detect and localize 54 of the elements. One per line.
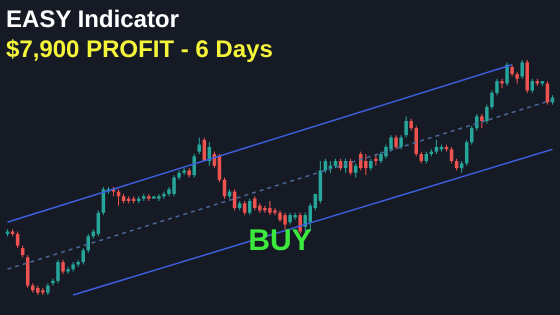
candlestick (530, 78, 534, 94)
candlestick (238, 200, 242, 211)
candlestick (248, 198, 252, 216)
candlestick (338, 158, 342, 171)
candlestick (399, 134, 403, 150)
candlestick (71, 262, 75, 272)
candlestick (61, 259, 65, 274)
candlestick (470, 125, 474, 146)
candlestick (354, 162, 358, 178)
candlestick (242, 200, 246, 216)
candlestick (460, 160, 464, 174)
chart-title: EASY Indicator (6, 6, 179, 33)
candlestick (56, 259, 60, 284)
candlestick (187, 168, 191, 178)
candlestick (490, 90, 494, 110)
candlestick (232, 188, 236, 211)
candlestick (202, 137, 206, 162)
candlestick (420, 151, 424, 164)
candlestick (46, 282, 50, 296)
candlestick (389, 134, 393, 152)
candlestick (485, 104, 489, 124)
candlestick (394, 134, 398, 150)
chart-subtitle: $7,900 PROFIT - 6 Days (6, 36, 273, 63)
candlestick (500, 78, 504, 89)
candlestick (81, 248, 85, 265)
candlestick (505, 62, 509, 86)
candlestick (177, 170, 181, 180)
candlestick (409, 118, 413, 131)
candlestick (546, 80, 550, 106)
candlestick (374, 154, 378, 166)
candlestick (172, 174, 176, 197)
candlestick (464, 139, 468, 166)
candlestick (16, 231, 20, 248)
candlestick (86, 233, 90, 254)
candlestick (510, 64, 514, 77)
candlestick (424, 151, 428, 164)
candlestick (454, 158, 458, 171)
candlestick (480, 114, 484, 129)
candlestick (404, 116, 408, 138)
candlestick (192, 154, 196, 178)
candlestick (198, 137, 202, 154)
candlestick (348, 158, 352, 176)
candlestick (369, 158, 373, 171)
candlestick (116, 188, 120, 206)
candlestick (520, 60, 524, 80)
candlestick (20, 245, 24, 258)
candlestick (222, 177, 226, 200)
candlestick (228, 188, 232, 200)
annotation: BUY (248, 224, 312, 257)
candlestick (450, 146, 454, 164)
candlestick (167, 186, 171, 197)
candlestick (515, 71, 519, 84)
candlestick (495, 78, 499, 96)
candlestick (334, 158, 338, 169)
